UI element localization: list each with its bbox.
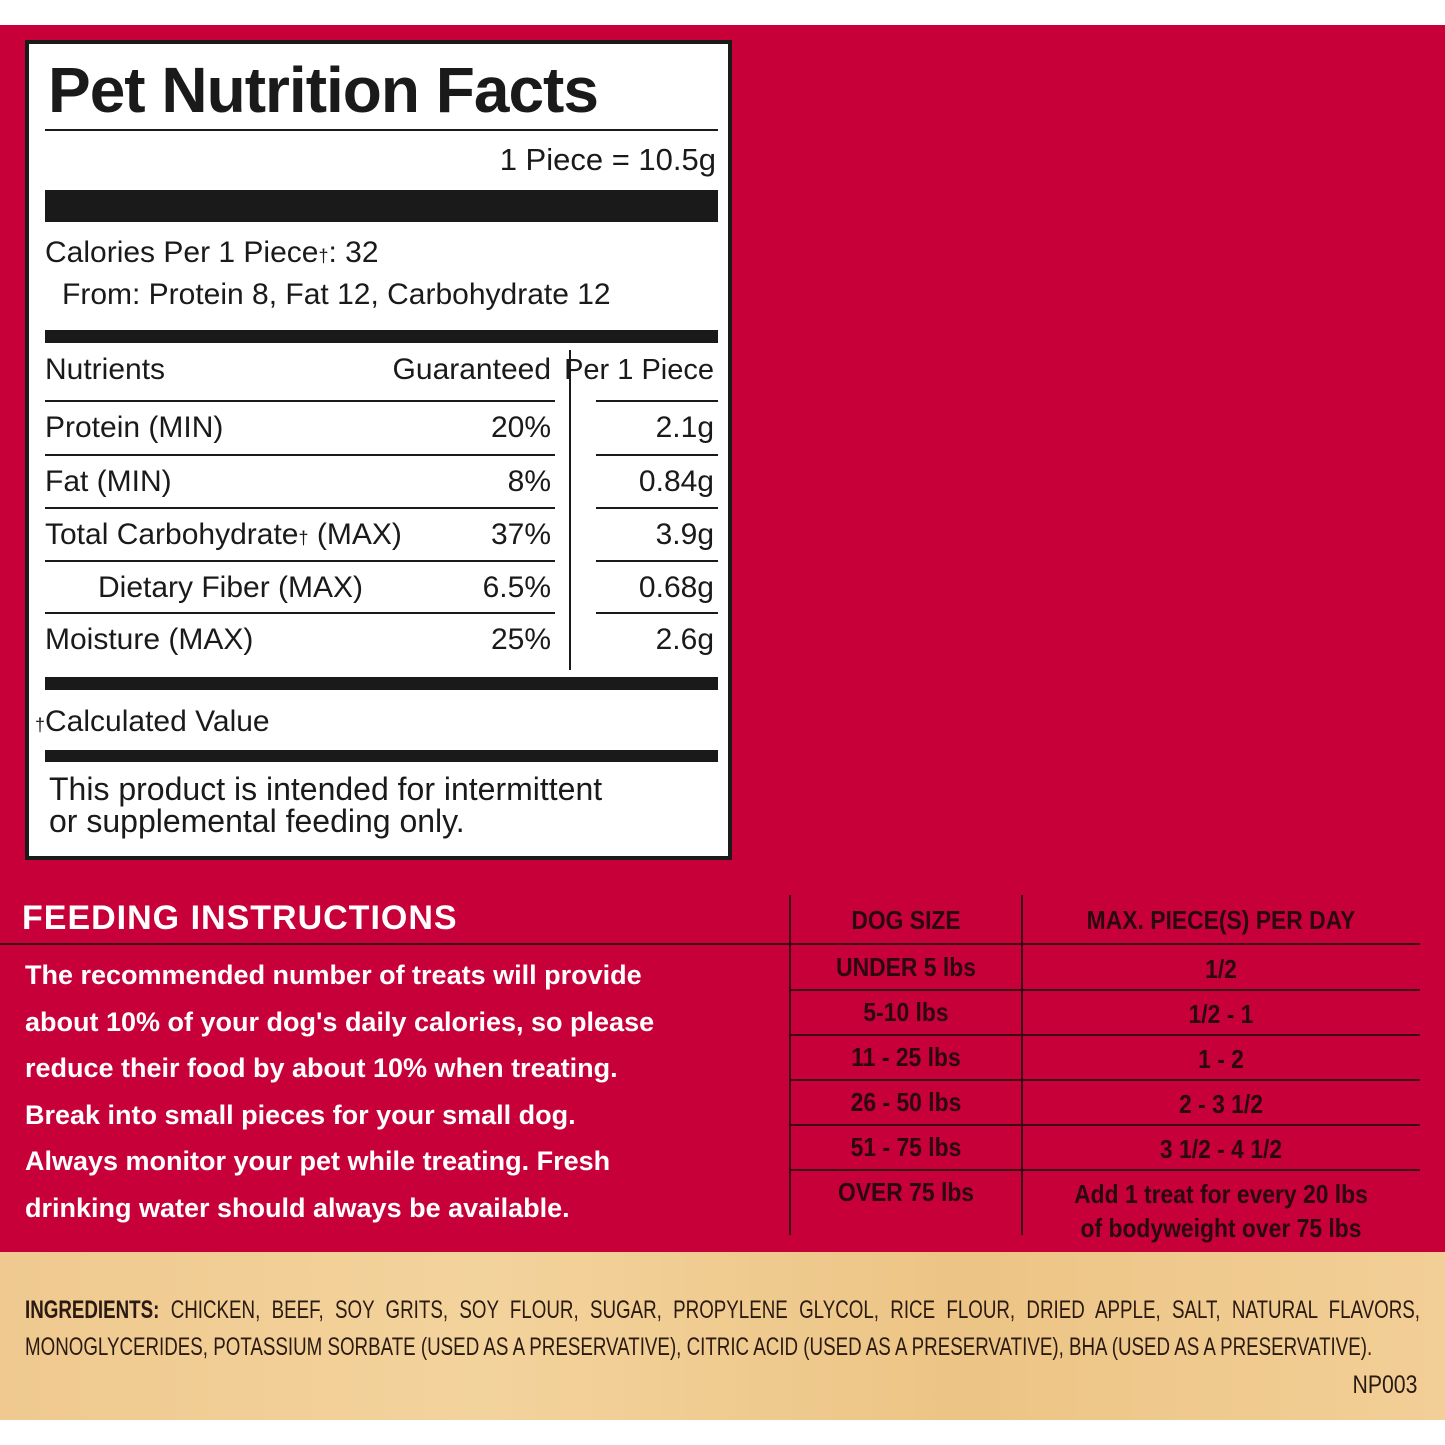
guaranteed-value: 37% — [490, 518, 551, 551]
instruction-line: Always monitor your pet while treating. … — [25, 1146, 611, 1177]
rule — [790, 1034, 1420, 1036]
thick-rule — [45, 677, 718, 690]
dog-size: 26 - 50 lbs — [850, 1087, 962, 1117]
statement-line: or supplemental feeding only. — [49, 803, 465, 839]
instruction-line: about 10% of your dog's daily calories, … — [25, 1006, 655, 1037]
max-pieces: 3 1/2 - 4 1/2 — [1159, 1134, 1283, 1164]
guaranteed-value: 6.5% — [482, 571, 551, 604]
max-pieces: 1/2 - 1 — [1188, 999, 1254, 1029]
nutrition-box — [25, 40, 732, 860]
nutrient-name: Total Carbohydrate† (MAX) — [45, 517, 402, 553]
per-piece-value: 3.9g — [655, 518, 714, 551]
header-nutrients: Nutrients — [45, 353, 166, 386]
dog-size: 11 - 25 lbs — [851, 1042, 961, 1072]
nutrient-suffix: (MAX) — [308, 518, 402, 551]
rule — [45, 507, 555, 509]
nutrient-label: Total Carbohydrate — [45, 518, 299, 551]
dog-size: 5-10 lbs — [863, 997, 949, 1027]
table-divider — [1021, 895, 1023, 1235]
ingredients-text: CHICKEN, BEEF, SOY GRITS, SOY FLOUR, SUG… — [25, 1296, 1420, 1361]
guaranteed-value: 25% — [490, 623, 551, 656]
dagger: † — [318, 246, 329, 266]
per-piece-value: 0.68g — [638, 571, 714, 604]
guaranteed-value: 20% — [490, 411, 551, 444]
rule — [45, 400, 555, 402]
rule — [790, 1124, 1420, 1126]
thick-rule — [45, 750, 718, 762]
nutrient-label: Fat (MIN) — [45, 465, 172, 498]
rule — [45, 454, 555, 456]
guaranteed-value: 8% — [507, 465, 551, 498]
per-piece-value: 2.6g — [655, 623, 714, 656]
calories-from: From: Protein 8, Fat 12, Carbohydrate 12 — [62, 278, 611, 311]
dog-size: OVER 75 lbs — [837, 1177, 975, 1207]
instruction-line: Break into small pieces for your small d… — [25, 1099, 576, 1130]
rule — [45, 129, 718, 131]
rule — [596, 507, 718, 509]
max-pieces: 2 - 3 1/2 — [1179, 1089, 1263, 1119]
per-piece-value: 2.1g — [655, 411, 714, 444]
rule — [790, 989, 1420, 991]
feeding-title: FEEDING INSTRUCTIONS — [22, 899, 458, 937]
nutrient-name: Fat (MIN) — [45, 464, 172, 500]
statement-line: This product is intended for intermitten… — [49, 771, 603, 807]
column-divider — [569, 350, 571, 670]
thick-rule — [45, 190, 718, 222]
instruction-line: drinking water should always be availabl… — [25, 1193, 570, 1223]
serving-size: 1 Piece = 10.5g — [499, 142, 716, 177]
nutrient-name: Protein (MIN) — [45, 410, 223, 446]
dog-size: UNDER 5 lbs — [836, 952, 976, 982]
ingredients-label: INGREDIENTS: — [25, 1296, 160, 1324]
nutrition-title: Pet Nutrition Facts — [48, 54, 599, 126]
instruction-line: reduce their food by about 10% when trea… — [25, 1053, 618, 1084]
dagger: † — [298, 528, 309, 548]
rule — [596, 400, 718, 402]
calories-value: : 32 — [328, 236, 379, 269]
rule — [45, 612, 555, 614]
max-pieces: 1/2 — [1205, 954, 1237, 984]
instruction-line: The recommended number of treats will pr… — [25, 960, 642, 990]
calories: Calories Per 1 Piece†: 32 — [45, 235, 379, 271]
rule — [596, 560, 718, 562]
thick-rule — [45, 330, 718, 343]
max-pieces: Add 1 treat for every 20 lbs of bodyweig… — [1074, 1179, 1368, 1243]
table-header: MAX. PIECE(S) PER DAY — [1086, 905, 1356, 935]
dog-size: 51 - 75 lbs — [850, 1132, 962, 1162]
table-divider — [789, 895, 791, 1235]
rule — [790, 1079, 1420, 1081]
per-piece-value: 0.84g — [638, 465, 714, 498]
rule — [0, 943, 1420, 945]
product-code: NP003 — [1352, 1371, 1417, 1399]
nutrient-name: Dietary Fiber (MAX) — [98, 570, 363, 606]
rule — [45, 560, 555, 562]
nutrient-label: Moisture (MAX) — [45, 623, 254, 656]
rule — [596, 454, 718, 456]
footnote: †Calculated Value — [35, 704, 270, 740]
rule — [790, 1169, 1420, 1171]
header-per-piece: Per 1 Piece — [564, 354, 714, 386]
rule — [596, 612, 718, 614]
nutrient-name: Moisture (MAX) — [45, 622, 253, 658]
nutrient-label: Protein (MIN) — [45, 411, 224, 444]
nutrient-label: Dietary Fiber (MAX) — [98, 571, 364, 604]
dagger: † — [35, 715, 46, 735]
footnote-text: Calculated Value — [45, 705, 270, 738]
max-pieces: 1 - 2 — [1198, 1044, 1244, 1074]
header-guaranteed: Guaranteed — [392, 353, 551, 386]
ingredients-panel — [0, 1252, 1445, 1420]
ingredients: INGREDIENTS: CHICKEN, BEEF, SOY GRITS, S… — [25, 1292, 1420, 1366]
table-header: DOG SIZE — [851, 905, 961, 935]
calories-label: Calories Per 1 Piece — [45, 236, 319, 269]
